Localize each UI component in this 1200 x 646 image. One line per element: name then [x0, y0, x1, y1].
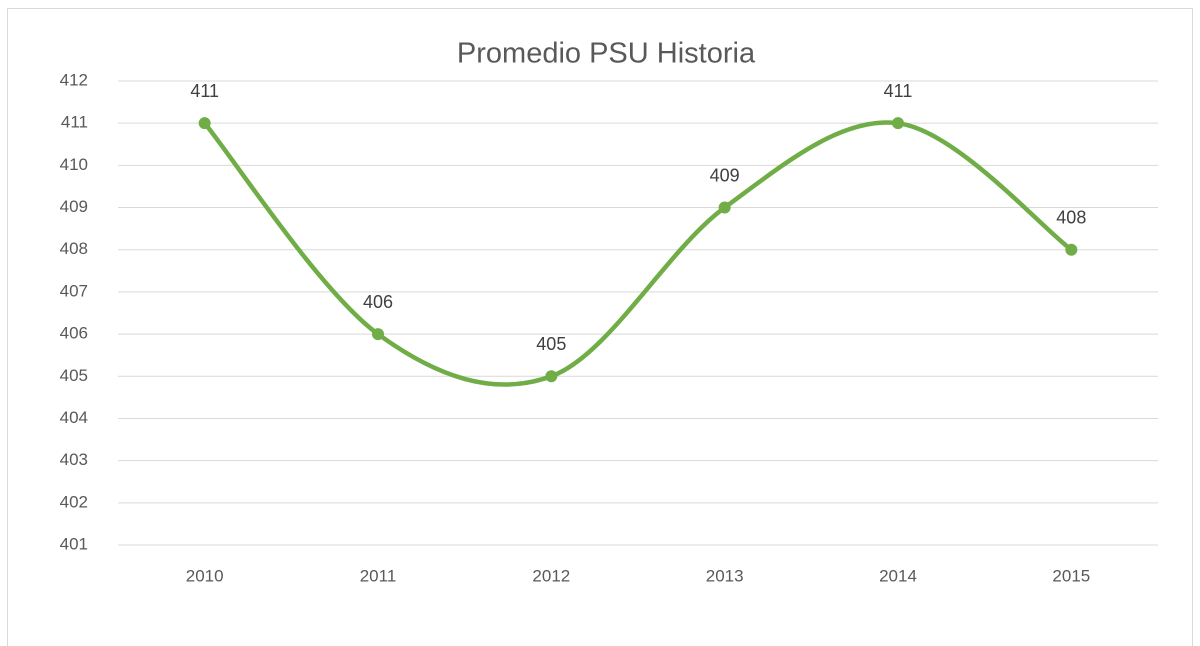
data-label: 411 — [190, 81, 219, 101]
data-label: 411 — [884, 81, 913, 101]
x-tick-label: 2014 — [879, 566, 917, 585]
y-tick-label: 405 — [60, 366, 88, 385]
x-tick-label: 2012 — [532, 566, 570, 585]
point — [718, 201, 731, 214]
line — [202, 120, 1074, 387]
point — [545, 370, 558, 383]
y-tick-label: 403 — [60, 450, 88, 469]
y-tick-label: 410 — [60, 155, 88, 174]
y-tick-label: 411 — [61, 113, 88, 132]
y-tick-label: 407 — [60, 281, 88, 300]
point — [1065, 243, 1078, 256]
x-tick-label: 2011 — [360, 566, 397, 585]
y-tick-label: 402 — [60, 492, 88, 511]
point — [198, 117, 211, 130]
y-tick-label: 401 — [60, 534, 88, 553]
data-label: 408 — [1056, 207, 1086, 227]
y-tick-label: 409 — [60, 197, 88, 216]
y-tick-label: 404 — [60, 408, 88, 427]
point — [372, 328, 384, 341]
chart-title: Promedio PSU Historia — [457, 38, 756, 70]
y-tick-label: 406 — [60, 324, 88, 343]
chart-border — [7, 8, 1193, 646]
point — [892, 117, 904, 130]
x-tick-label: 2010 — [186, 566, 224, 585]
data-label: 405 — [536, 334, 566, 354]
data-label: 409 — [710, 165, 740, 185]
x-tick-label: 2015 — [1052, 566, 1090, 585]
data-label: 406 — [363, 292, 393, 312]
y-tick-label: 408 — [60, 239, 88, 258]
x-tick-label: 2013 — [706, 566, 744, 585]
y-tick-label: 412 — [60, 70, 88, 89]
